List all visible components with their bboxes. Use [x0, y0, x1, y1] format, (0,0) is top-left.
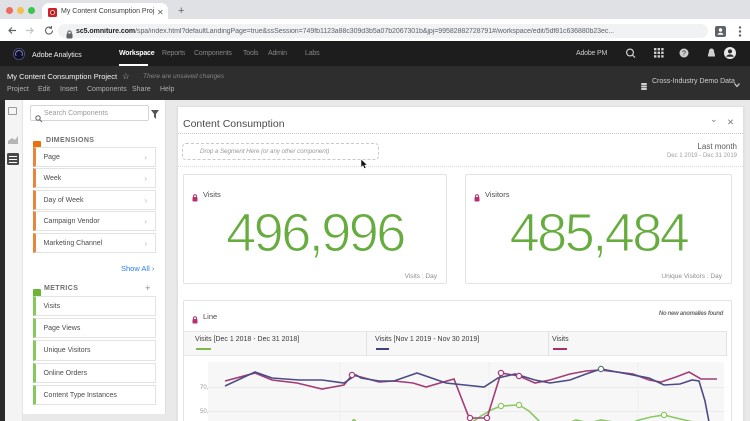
- svg-text:?: ?: [682, 51, 686, 58]
